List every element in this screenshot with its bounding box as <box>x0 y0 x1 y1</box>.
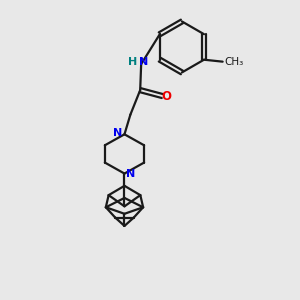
Text: CH₃: CH₃ <box>225 57 244 67</box>
Text: O: O <box>162 91 172 103</box>
Text: H: H <box>128 57 137 67</box>
Text: N: N <box>126 169 135 178</box>
Text: N: N <box>139 57 148 67</box>
Text: N: N <box>113 128 123 138</box>
